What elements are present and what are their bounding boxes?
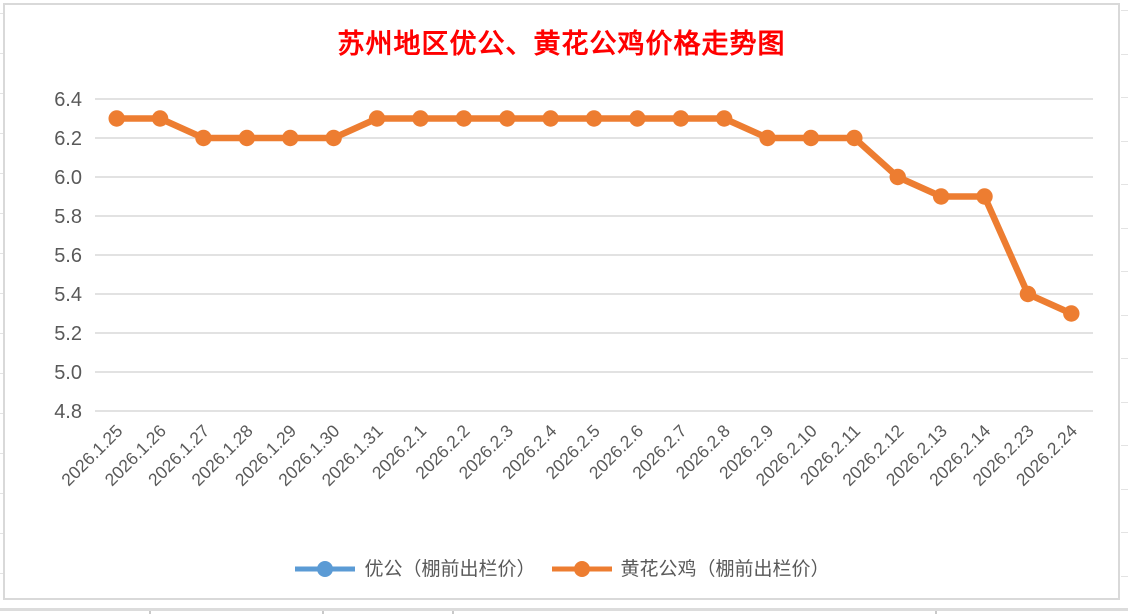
legend-line-marker-yougong (295, 561, 356, 577)
sheet-row-line (0, 413, 3, 414)
legend-item-yougong[interactable]: 优公（棚前出栏价） (293, 558, 536, 580)
sheet-row-line (0, 493, 3, 494)
sheet-row-line (0, 453, 3, 454)
data-point-marker[interactable] (672, 110, 689, 127)
sheet-row-line (0, 213, 3, 214)
data-point-marker[interactable] (889, 168, 906, 186)
data-point-marker[interactable] (629, 110, 646, 127)
sheet-row-line (1121, 54, 1128, 55)
sheet-row-line (1121, 576, 1128, 577)
chart-legend: 优公（棚前出栏价） 黄花公鸡（棚前出栏价） (5, 554, 1118, 584)
legend-item-huanghua[interactable]: 黄花公鸡（棚前出栏价） (550, 560, 830, 579)
legend-line-marker-huanghua (551, 561, 612, 577)
data-point-marker[interactable] (1063, 305, 1080, 322)
y-axis-tick-label: 6.4 (54, 89, 82, 111)
data-point-marker[interactable] (759, 129, 776, 147)
data-point-marker[interactable] (1019, 285, 1037, 303)
chart-title: 苏州地区优公、黄花公鸡价格走势图 (337, 29, 786, 59)
sheet-row-line (0, 573, 3, 574)
sheet-row-line (0, 13, 3, 14)
sheet-row-line (1121, 358, 1128, 359)
sheet-row-line (0, 333, 3, 334)
data-point-marker[interactable] (325, 129, 342, 147)
y-axis-tick-label: 5.8 (54, 206, 82, 228)
data-point-marker[interactable] (108, 110, 125, 127)
data-point-marker[interactable] (368, 110, 386, 127)
data-point-marker[interactable] (282, 129, 299, 147)
sheet-row-line (0, 373, 3, 374)
data-point-marker[interactable] (976, 188, 993, 205)
data-point-marker[interactable] (455, 110, 473, 127)
data-point-marker[interactable] (412, 110, 429, 127)
sheet-row-line (1121, 184, 1128, 185)
sheet-row-line (1121, 315, 1128, 316)
y-axis-tick-label: 5.0 (54, 362, 82, 384)
data-point-marker[interactable] (238, 129, 256, 147)
data-point-marker[interactable] (846, 129, 863, 147)
data-point-marker[interactable] (195, 129, 212, 147)
y-axis-tick-label: 5.2 (54, 323, 82, 345)
price-trend-chart[interactable]: 苏州地区优公、黄花公鸡价格走势图 4.8 5.0 5.2 5.4 5.6 5.8 6.0 6.… (3, 3, 1120, 600)
sheet-column-tick (935, 611, 937, 614)
sheet-row-line (1121, 489, 1128, 490)
y-axis-tick-label: 6.2 (54, 128, 82, 150)
sheet-row-line (0, 533, 3, 534)
sheet-row-line (1121, 402, 1128, 403)
data-point-marker[interactable] (585, 110, 603, 127)
sheet-row-line (0, 53, 3, 54)
data-point-marker[interactable] (715, 110, 733, 127)
sheet-column-tick (452, 611, 454, 614)
sheet-row-line (1121, 228, 1128, 229)
sheet-column-tick (149, 611, 151, 614)
sheet-column-tick (322, 611, 324, 614)
data-point-marker[interactable] (932, 188, 950, 205)
data-point-marker[interactable] (802, 129, 820, 147)
sheet-row-line (1121, 141, 1128, 142)
legend-label-yougong: 优公（棚前出栏价） (364, 558, 536, 580)
sheet-bottom-border (0, 608, 1128, 611)
y-axis-tick-label: 6.0 (54, 167, 82, 189)
sheet-row-line (0, 93, 3, 94)
sheet-row-line (0, 173, 3, 174)
y-axis-tick-label: 4.8 (54, 401, 82, 423)
y-axis-tick-label: 5.4 (54, 284, 82, 306)
y-axis-tick-label: 5.6 (54, 245, 82, 267)
data-point-marker[interactable] (542, 110, 559, 127)
plot-area: 4.85.05.25.45.65.86.06.26.42026.1.252026… (54, 89, 1093, 490)
data-point-marker[interactable] (499, 110, 516, 127)
sheet-row-line (1121, 271, 1128, 272)
data-point-marker[interactable] (151, 110, 169, 127)
sheet-row-line (0, 293, 3, 294)
sheet-row-line (0, 253, 3, 254)
sheet-row-line (1121, 10, 1128, 11)
sheet-row-line (1121, 532, 1128, 533)
sheet-row-line (0, 133, 3, 134)
sheet-row-line (1121, 445, 1128, 446)
sheet-row-line (1121, 97, 1128, 98)
legend-label-huanghua: 黄花公鸡（棚前出栏价） (620, 558, 830, 580)
